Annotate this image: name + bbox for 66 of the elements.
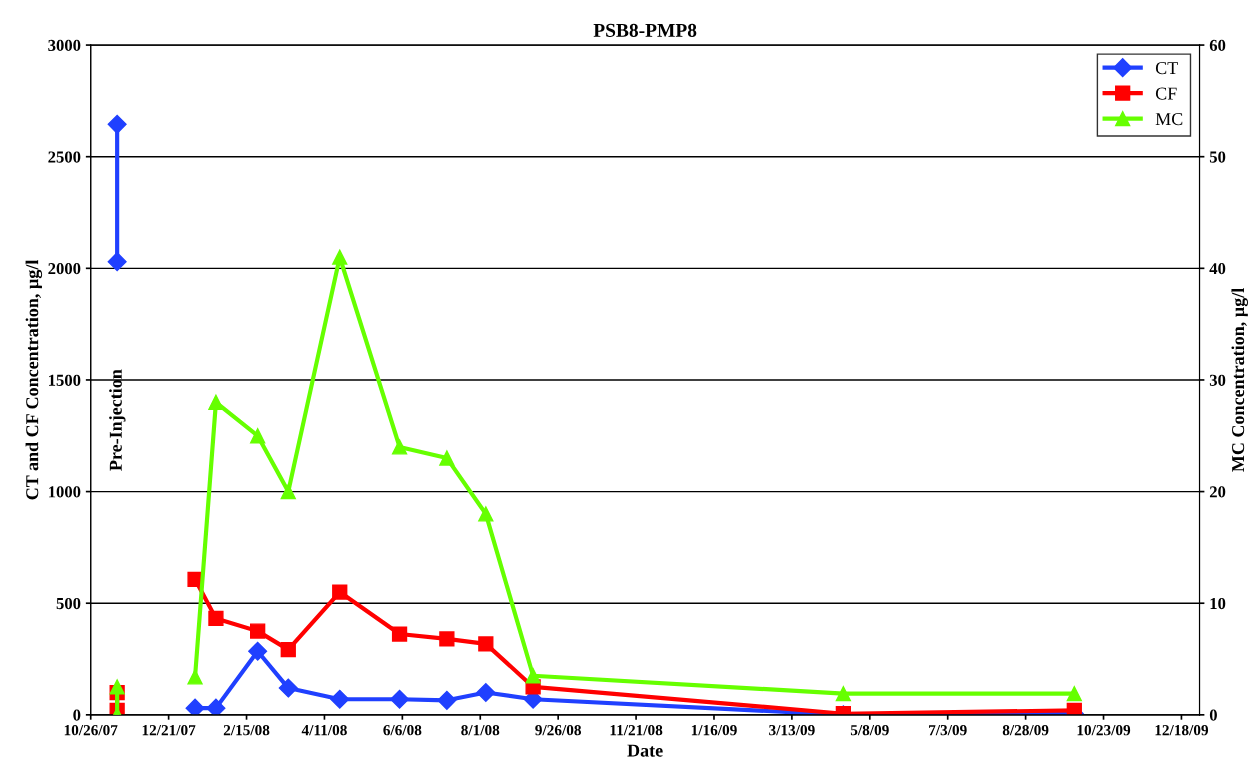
point — [476, 682, 496, 703]
x-tick-label: 12/21/07 — [142, 725, 196, 736]
point — [391, 439, 408, 455]
point — [390, 689, 410, 709]
y-tick-label: 3000 — [48, 39, 81, 52]
y2-tick-label: 50 — [1209, 151, 1226, 163]
x-tick-label: 8/28/09 — [1002, 725, 1049, 736]
point — [332, 584, 348, 600]
point — [437, 690, 457, 710]
x-tick-label: 3/13/09 — [769, 725, 815, 736]
x-tick-label: 1/16/09 — [691, 725, 737, 736]
point — [278, 678, 298, 698]
point — [439, 631, 455, 647]
y-axis-title: CT and CF Concentration, µg/l — [25, 259, 43, 500]
point — [439, 450, 455, 466]
point — [208, 610, 224, 627]
point — [478, 506, 494, 522]
y-tick-label: 1000 — [49, 486, 81, 498]
annotation: Pre-Injection — [109, 369, 126, 471]
point — [280, 483, 296, 500]
legend-label: CF — [1155, 87, 1177, 100]
x-tick-label: 7/3/09 — [929, 725, 967, 736]
y2-tick-label: 30 — [1209, 374, 1226, 386]
y-tick-label: 500 — [56, 597, 81, 610]
point — [185, 698, 205, 715]
x-tick-label: 4/11/08 — [301, 725, 347, 736]
y-tick-label: 1500 — [49, 374, 81, 386]
point — [109, 679, 125, 695]
x-tick-label: 9/26/08 — [535, 725, 582, 736]
point — [391, 626, 408, 642]
point — [330, 689, 350, 709]
point — [478, 636, 494, 652]
point — [250, 623, 266, 639]
x-axis-title: Date — [627, 744, 663, 757]
y2-axis-title: MC Concentration, µg/l — [1231, 288, 1248, 472]
point — [835, 685, 852, 702]
y-tick-label: 2500 — [48, 151, 81, 163]
point — [208, 394, 224, 410]
y2-tick-label: 0 — [1209, 709, 1217, 721]
chart-title: PSB8-PMP8 — [593, 23, 697, 37]
y-tick-label: 0 — [73, 709, 81, 721]
x-tick-label: 12/18/09 — [1155, 725, 1209, 736]
x-tick-label: 11/21/08 — [610, 725, 663, 736]
x-tick-label: 10/23/09 — [1077, 725, 1131, 736]
point — [280, 642, 296, 658]
y2-tick-label: 10 — [1210, 597, 1226, 610]
point — [107, 114, 127, 134]
point — [248, 641, 268, 661]
y-tick-label: 2000 — [48, 263, 81, 275]
point — [250, 428, 266, 444]
x-tick-label: 6/6/08 — [383, 725, 422, 736]
x-tick-label: 2/15/08 — [223, 725, 270, 736]
point — [187, 669, 203, 685]
x-tick-label: 5/8/09 — [850, 725, 889, 736]
point — [206, 698, 226, 715]
y2-tick-label: 40 — [1209, 263, 1226, 275]
x-tick-label: 8/1/08 — [461, 725, 500, 736]
x-tick-label: 10/26/07 — [64, 725, 118, 736]
point — [332, 249, 348, 265]
y2-tick-label: 20 — [1209, 486, 1226, 498]
y2-tick-label: 60 — [1209, 39, 1226, 52]
point — [107, 252, 127, 272]
legend-label: CT — [1155, 62, 1178, 75]
legend-label: MC — [1155, 113, 1183, 126]
point — [525, 668, 541, 684]
point — [1066, 685, 1082, 702]
